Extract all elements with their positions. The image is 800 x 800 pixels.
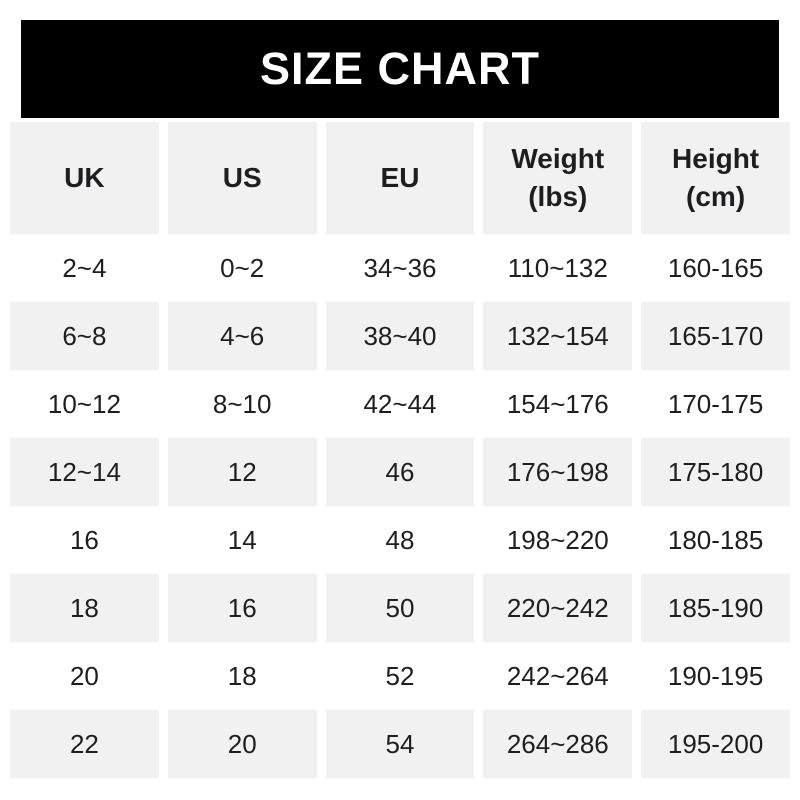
table-cell: 16 [69, 524, 99, 555]
table-cell: 170-175 [667, 388, 764, 419]
column-header-height: Height (cm) [641, 122, 790, 234]
table-cell: 20 [167, 710, 317, 778]
column-header-label: Weight [511, 143, 605, 174]
table-cell: 176~198 [483, 438, 633, 506]
table-cell: 20 [69, 660, 99, 691]
table-cell: 18 [227, 660, 257, 691]
table-cell: 6~8 [10, 302, 159, 370]
table-cell: 18 [10, 574, 159, 642]
table-cell: 12~14 [10, 438, 159, 506]
column-header-label: UK [64, 162, 105, 193]
table-cell: 165-170 [641, 302, 790, 370]
table-cell: 132~154 [483, 302, 633, 370]
column-header-weight: Weight (lbs) [483, 122, 633, 234]
table-cell: 22 [10, 710, 159, 778]
column-header-label: EU [380, 162, 420, 193]
table-cell: 16 [167, 574, 317, 642]
table-cell: 185-190 [641, 574, 790, 642]
column-header-unit: (cm) [686, 181, 746, 212]
table-cell: 160-165 [667, 252, 764, 283]
table-cell: 12 [167, 438, 317, 506]
chart-title-bar: SIZE CHART [21, 20, 779, 118]
table-cell: 34~36 [363, 252, 437, 283]
table-cell: 154~176 [506, 388, 609, 419]
table-cell: 242~264 [506, 660, 609, 691]
column-header-label: Height [672, 143, 760, 174]
table-cell: 48 [385, 524, 415, 555]
chart-title: SIZE CHART [260, 43, 540, 94]
table-cell: 0~2 [220, 252, 265, 283]
table-cell: 220~242 [483, 574, 633, 642]
table-cell: 38~40 [325, 302, 475, 370]
column-header-uk: UK [10, 122, 159, 234]
table-cell: 50 [325, 574, 475, 642]
table-cell: 175-180 [641, 438, 790, 506]
table-cell: 2~4 [62, 252, 107, 283]
table-cell: 46 [325, 438, 475, 506]
column-header-label: US [222, 162, 262, 193]
table-cell: 42~44 [363, 388, 437, 419]
table-cell: 110~132 [507, 252, 608, 283]
size-table: UK US EU Weight (lbs) Height (cm) 2~4 0~… [10, 122, 790, 778]
table-cell: 180-185 [667, 524, 764, 555]
table-cell: 8~10 [212, 388, 272, 419]
column-header-eu: EU [325, 122, 475, 234]
column-header-us: US [167, 122, 317, 234]
table-cell: 52 [385, 660, 415, 691]
table-cell: 190-195 [667, 660, 764, 691]
table-cell: 4~6 [167, 302, 317, 370]
table-cell: 54 [325, 710, 475, 778]
table-cell: 10~12 [47, 388, 121, 419]
table-cell: 14 [227, 524, 257, 555]
table-cell: 195-200 [641, 710, 790, 778]
table-cell: 198~220 [506, 524, 609, 555]
column-header-unit: (lbs) [528, 181, 588, 212]
table-cell: 264~286 [483, 710, 633, 778]
